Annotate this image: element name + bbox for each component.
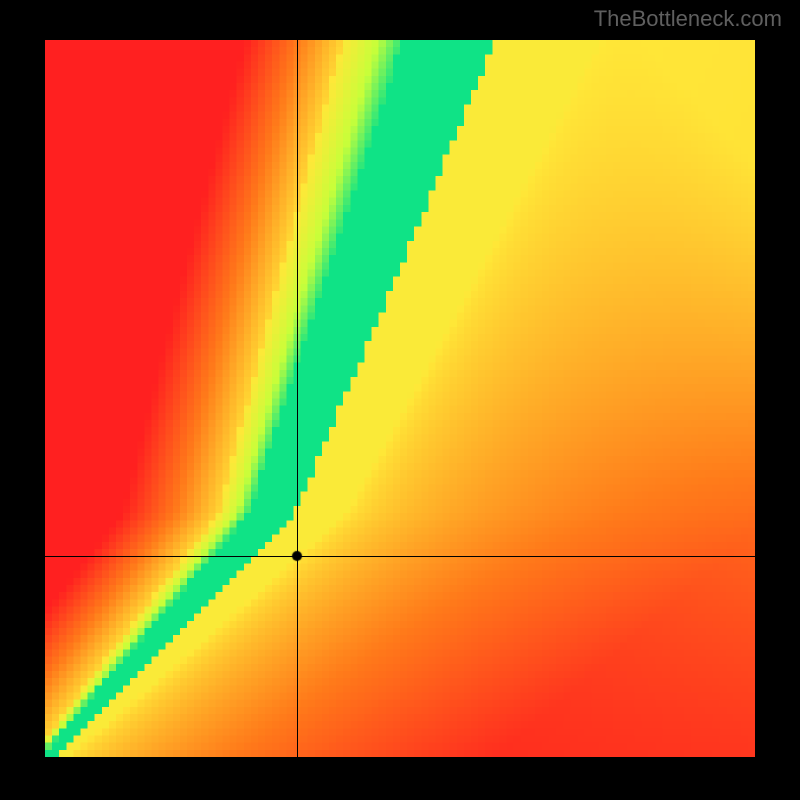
plot-area xyxy=(45,40,755,757)
crosshair-vertical xyxy=(297,40,298,757)
chart-container: TheBottleneck.com xyxy=(0,0,800,800)
crosshair-horizontal xyxy=(45,556,755,557)
heatmap-canvas xyxy=(45,40,755,757)
watermark-text: TheBottleneck.com xyxy=(594,6,782,32)
